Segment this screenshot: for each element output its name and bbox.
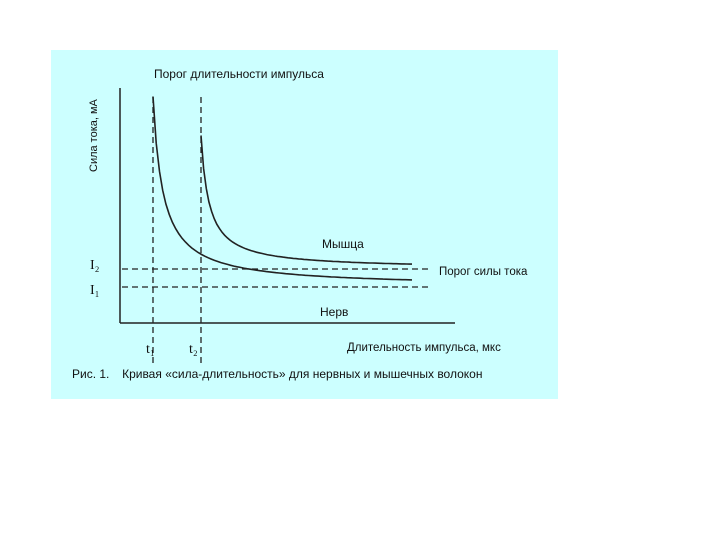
x-tick-label-t2: t₂ <box>189 342 198 357</box>
x-tick-label-t1: t₁ <box>146 342 155 357</box>
figure-caption: Рис. 1. Кривая «сила-длительность» для н… <box>72 367 482 381</box>
caption-text: Кривая «сила-длительность» для нервных и… <box>122 367 483 381</box>
series-line-nerve <box>152 96 413 281</box>
series-label-nerve: Нерв <box>320 305 349 319</box>
caption-number: Рис. 1. <box>72 367 110 381</box>
chart-panel <box>51 50 558 399</box>
x-axis-label: Длительность импульса, мкс <box>347 342 501 354</box>
y-axis-label: Сила тока, мА <box>88 99 100 172</box>
series-label-muscle: Мышца <box>322 237 364 251</box>
current-threshold-annotation: Порог силы тока <box>439 266 528 278</box>
series-line-muscle <box>200 135 412 265</box>
y-tick-label-i1: I₁ <box>90 283 100 298</box>
chart-title: Порог длительности импульса <box>154 67 324 81</box>
y-tick-label-i2: I₂ <box>90 258 100 273</box>
